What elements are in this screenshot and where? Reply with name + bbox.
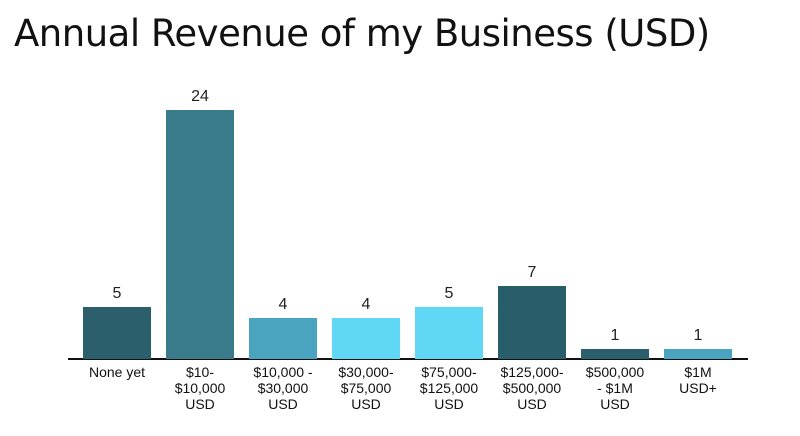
bar bbox=[415, 307, 483, 359]
data-label: 5 bbox=[112, 285, 122, 303]
x-tick-label: $30,000- $75,000 USD bbox=[338, 364, 394, 412]
x-tick-label: $75,000- $125,000 USD bbox=[419, 364, 479, 412]
data-label: 4 bbox=[361, 295, 371, 313]
bar bbox=[83, 307, 151, 359]
bar bbox=[332, 317, 400, 359]
x-tick-label: $10,000 - $30,000 USD bbox=[253, 364, 313, 412]
x-tick-label: $125,000- $500,000 USD bbox=[500, 364, 564, 412]
data-label: 4 bbox=[278, 295, 288, 313]
x-tick-label: $10- $10,000 USD bbox=[174, 364, 226, 412]
bar bbox=[498, 286, 566, 359]
x-tick-label: None yet bbox=[88, 364, 146, 380]
data-label: 5 bbox=[444, 285, 454, 303]
x-tick-label: $1M USD+ bbox=[679, 364, 717, 396]
bar bbox=[581, 348, 649, 359]
data-label: 1 bbox=[693, 326, 703, 344]
bar bbox=[249, 317, 317, 359]
data-label: 1 bbox=[610, 326, 620, 344]
data-label: 24 bbox=[191, 88, 209, 105]
chart-title: Annual Revenue of my Business (USD) bbox=[14, 12, 710, 55]
bar bbox=[664, 348, 732, 359]
bar bbox=[166, 110, 234, 359]
data-label: 7 bbox=[527, 264, 537, 282]
x-tick-label: $500,000 - $1M USD bbox=[585, 364, 645, 412]
x-axis-line bbox=[68, 358, 748, 360]
